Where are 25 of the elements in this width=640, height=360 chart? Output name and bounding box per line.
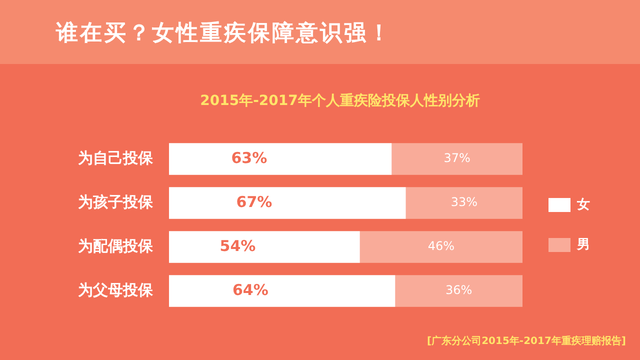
data-label: 46%: [428, 239, 455, 254]
text: [广东分公司2015年-2017年重疾理赔报告]: [427, 334, 626, 348]
chart-title: 谁在买？女性重疾保障意识强！: [56, 20, 392, 48]
data-label: 33%: [450, 195, 478, 210]
bar: [169, 231, 360, 263]
y-tick-label: 为父母投保: [78, 280, 154, 299]
bar: [169, 187, 406, 219]
bar: [360, 231, 522, 263]
data-label: 36%: [446, 283, 472, 298]
data-label: 67%: [236, 192, 272, 211]
data-label: 54%: [220, 236, 256, 255]
data-label: 63%: [231, 148, 268, 167]
chart-subtitle: 2015年-2017年个人重疾险投保人性别分析: [199, 92, 481, 110]
bar: [169, 143, 392, 175]
data-label: 37%: [444, 151, 470, 166]
legend-label: 女: [576, 197, 590, 212]
bar: [395, 275, 522, 307]
data-label: 64%: [232, 280, 268, 299]
bar: [406, 187, 522, 219]
y-tick-label: 为自己投保: [78, 148, 154, 167]
y-tick-label: 为孩子投保: [78, 192, 154, 211]
bar: [169, 275, 396, 307]
legend-label: 男: [576, 237, 590, 252]
bar: [392, 143, 522, 175]
y-tick-label: 为配偶投保: [78, 236, 154, 255]
